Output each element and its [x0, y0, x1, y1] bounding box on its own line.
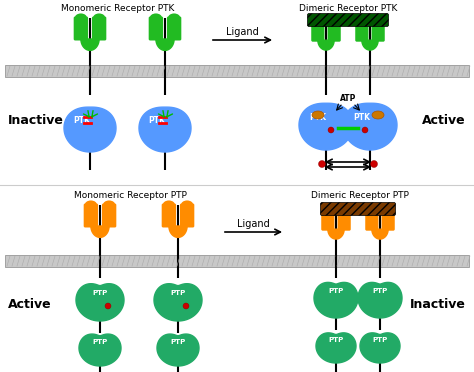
Bar — [5, 65, 469, 77]
Text: PTK: PTK — [149, 116, 166, 125]
Ellipse shape — [322, 207, 333, 215]
Ellipse shape — [103, 201, 115, 209]
Ellipse shape — [75, 13, 87, 23]
Ellipse shape — [338, 207, 350, 215]
Ellipse shape — [372, 111, 384, 119]
Text: Monomeric Receptor PTP: Monomeric Receptor PTP — [73, 190, 186, 199]
FancyBboxPatch shape — [321, 209, 335, 231]
Polygon shape — [91, 226, 109, 237]
Ellipse shape — [356, 18, 367, 26]
Text: PTP: PTP — [328, 288, 344, 294]
Polygon shape — [318, 40, 334, 50]
FancyBboxPatch shape — [355, 20, 368, 42]
Text: Monomeric Receptor PTK: Monomeric Receptor PTK — [61, 3, 175, 13]
Text: PTP: PTP — [170, 290, 186, 296]
Polygon shape — [64, 107, 116, 152]
Text: PTP: PTP — [92, 290, 108, 296]
FancyBboxPatch shape — [149, 16, 163, 41]
Text: PTP: PTP — [373, 337, 388, 343]
Polygon shape — [372, 229, 388, 239]
Text: Inactive: Inactive — [410, 298, 466, 311]
Ellipse shape — [373, 18, 384, 26]
Ellipse shape — [150, 13, 162, 23]
Circle shape — [371, 160, 377, 167]
Ellipse shape — [366, 207, 377, 215]
FancyBboxPatch shape — [372, 20, 385, 42]
Polygon shape — [154, 284, 202, 321]
Ellipse shape — [163, 201, 175, 209]
Ellipse shape — [181, 201, 193, 209]
FancyBboxPatch shape — [311, 20, 324, 42]
FancyBboxPatch shape — [320, 202, 395, 215]
Circle shape — [105, 303, 111, 309]
Text: PTK: PTK — [354, 113, 370, 122]
Circle shape — [328, 127, 334, 133]
Polygon shape — [81, 39, 99, 50]
Polygon shape — [156, 39, 174, 50]
Text: ATP: ATP — [340, 93, 356, 103]
Ellipse shape — [168, 13, 180, 23]
Text: PTP: PTP — [170, 339, 186, 345]
Polygon shape — [358, 282, 402, 318]
FancyBboxPatch shape — [167, 16, 182, 41]
Circle shape — [319, 160, 326, 167]
Text: Ligand: Ligand — [237, 219, 270, 229]
Circle shape — [183, 303, 189, 309]
Polygon shape — [79, 334, 121, 366]
Text: Ligand: Ligand — [226, 27, 259, 37]
FancyBboxPatch shape — [180, 203, 194, 228]
Polygon shape — [157, 334, 199, 366]
Polygon shape — [328, 229, 344, 239]
Ellipse shape — [328, 18, 340, 26]
FancyBboxPatch shape — [382, 209, 395, 231]
Ellipse shape — [312, 18, 323, 26]
Text: Active: Active — [8, 298, 52, 311]
Polygon shape — [314, 282, 358, 318]
Polygon shape — [343, 103, 397, 150]
FancyBboxPatch shape — [84, 203, 98, 228]
Text: Dimeric Receptor PTK: Dimeric Receptor PTK — [299, 3, 397, 13]
Polygon shape — [169, 226, 187, 237]
FancyBboxPatch shape — [337, 209, 351, 231]
FancyBboxPatch shape — [73, 16, 88, 41]
Polygon shape — [316, 333, 356, 363]
Ellipse shape — [383, 207, 394, 215]
Polygon shape — [362, 40, 378, 50]
FancyBboxPatch shape — [162, 203, 176, 228]
Polygon shape — [139, 107, 191, 152]
Polygon shape — [360, 333, 400, 363]
Text: Dimeric Receptor PTP: Dimeric Receptor PTP — [311, 190, 409, 199]
Polygon shape — [76, 284, 124, 321]
FancyBboxPatch shape — [102, 203, 116, 228]
Text: PTP: PTP — [328, 337, 344, 343]
FancyBboxPatch shape — [308, 13, 389, 26]
FancyBboxPatch shape — [92, 16, 106, 41]
Ellipse shape — [85, 201, 97, 209]
Text: Inactive: Inactive — [8, 113, 64, 126]
Polygon shape — [299, 103, 353, 150]
Ellipse shape — [93, 13, 105, 23]
Ellipse shape — [312, 111, 324, 119]
FancyBboxPatch shape — [365, 209, 378, 231]
Text: PTK: PTK — [73, 116, 91, 125]
Text: PTK: PTK — [310, 113, 327, 122]
Text: PTP: PTP — [92, 339, 108, 345]
Circle shape — [362, 127, 368, 133]
Text: PTP: PTP — [373, 288, 388, 294]
Bar — [5, 255, 469, 267]
FancyBboxPatch shape — [328, 20, 341, 42]
Text: Active: Active — [422, 113, 466, 126]
